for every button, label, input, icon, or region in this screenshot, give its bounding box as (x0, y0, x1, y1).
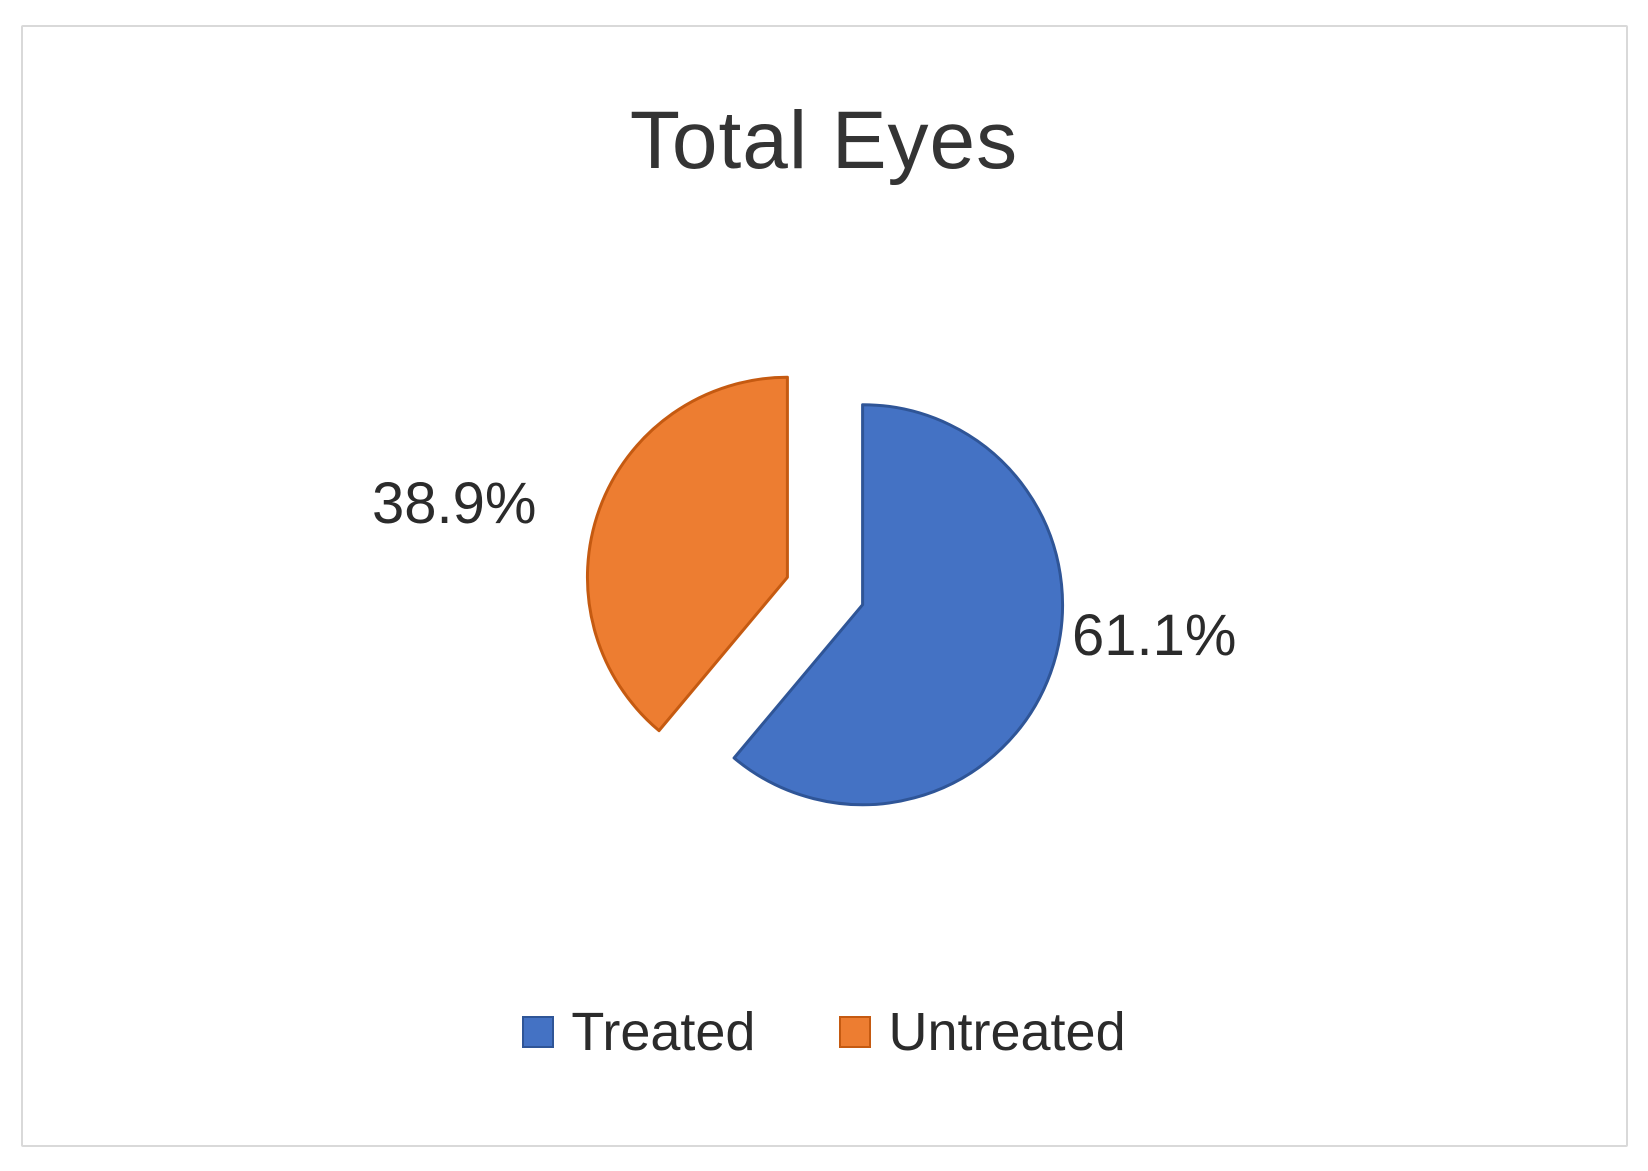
data-label-untreated: 38.9% (372, 471, 537, 536)
treated-swatch-icon (522, 1016, 555, 1048)
legend-item-treated: Treated (522, 1001, 755, 1063)
legend-label-treated: Treated (571, 1002, 756, 1062)
data-label-treated: 61.1% (1072, 603, 1237, 668)
pie-slice-untreated (585, 375, 789, 733)
chart-legend: Treated Untreated (0, 996, 1648, 1068)
chart-frame (21, 25, 1628, 1147)
legend-item-untreated: Untreated (839, 1001, 1126, 1063)
legend-label-untreated: Untreated (888, 1002, 1126, 1062)
chart-title: Total Eyes (629, 95, 1019, 186)
untreated-swatch-icon (839, 1016, 872, 1048)
pie-slice-treated (732, 403, 1065, 807)
